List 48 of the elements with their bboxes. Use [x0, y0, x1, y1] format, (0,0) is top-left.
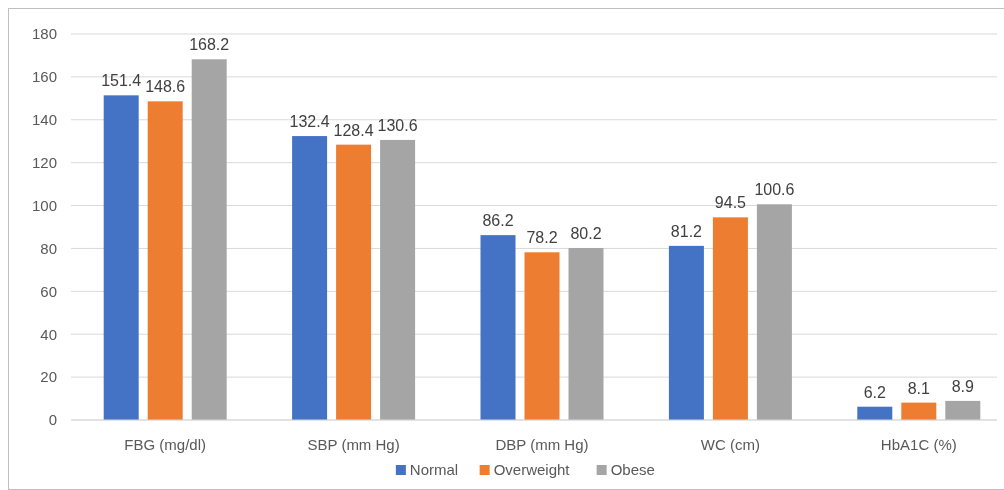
- legend-label: Normal: [409, 461, 459, 478]
- y-tick-label: 20: [40, 368, 57, 386]
- bar: [857, 406, 893, 420]
- data-label: 128.4: [333, 121, 374, 139]
- y-tick-label: 100: [31, 196, 57, 214]
- bar: [668, 245, 704, 420]
- y-tick-label: 80: [40, 239, 57, 257]
- data-label: 8.1: [907, 379, 931, 397]
- y-tick-label: 60: [40, 282, 57, 300]
- x-tick-label: FBG (mg/dl): [124, 436, 207, 453]
- data-label: 148.6: [145, 78, 186, 96]
- x-tick-label: WC (cm): [700, 436, 760, 453]
- data-label: 168.2: [189, 36, 230, 54]
- data-label: 80.2: [570, 225, 602, 243]
- bar: [103, 95, 139, 420]
- bar: [568, 248, 604, 420]
- data-label: 78.2: [526, 229, 558, 247]
- y-tick-label: 180: [31, 25, 57, 43]
- bar: [945, 400, 981, 420]
- data-label: 130.6: [377, 116, 418, 134]
- bar: [147, 101, 183, 420]
- y-tick-label: 140: [31, 111, 57, 129]
- y-tick-label: 40: [40, 325, 57, 343]
- bar: [756, 204, 792, 420]
- data-label: 86.2: [482, 212, 514, 230]
- data-label: 94.5: [714, 194, 747, 212]
- y-tick-label: 0: [48, 411, 57, 429]
- bar: [191, 59, 227, 420]
- x-tick-label: SBP (mm Hg): [307, 436, 400, 453]
- y-tick-label: 160: [31, 68, 57, 86]
- legend-label: Overweight: [493, 461, 571, 478]
- data-label: 8.9: [951, 377, 975, 395]
- data-label: 100.6: [754, 181, 795, 199]
- y-tick-label: 120: [31, 153, 57, 171]
- bar: [524, 252, 560, 420]
- bar: [712, 217, 748, 420]
- data-label: 81.2: [670, 222, 703, 240]
- x-tick-label: HbA1C (%): [880, 436, 957, 453]
- bar: [380, 139, 416, 420]
- x-tick-label: DBP (mm Hg): [495, 436, 589, 453]
- bar: [901, 402, 937, 420]
- legend-label: Obese: [610, 461, 655, 478]
- data-label: 151.4: [101, 72, 142, 90]
- data-label: 6.2: [863, 383, 887, 401]
- bar: [336, 144, 372, 420]
- data-label: 132.4: [289, 113, 330, 131]
- bar: [480, 235, 516, 420]
- bar: [292, 136, 328, 420]
